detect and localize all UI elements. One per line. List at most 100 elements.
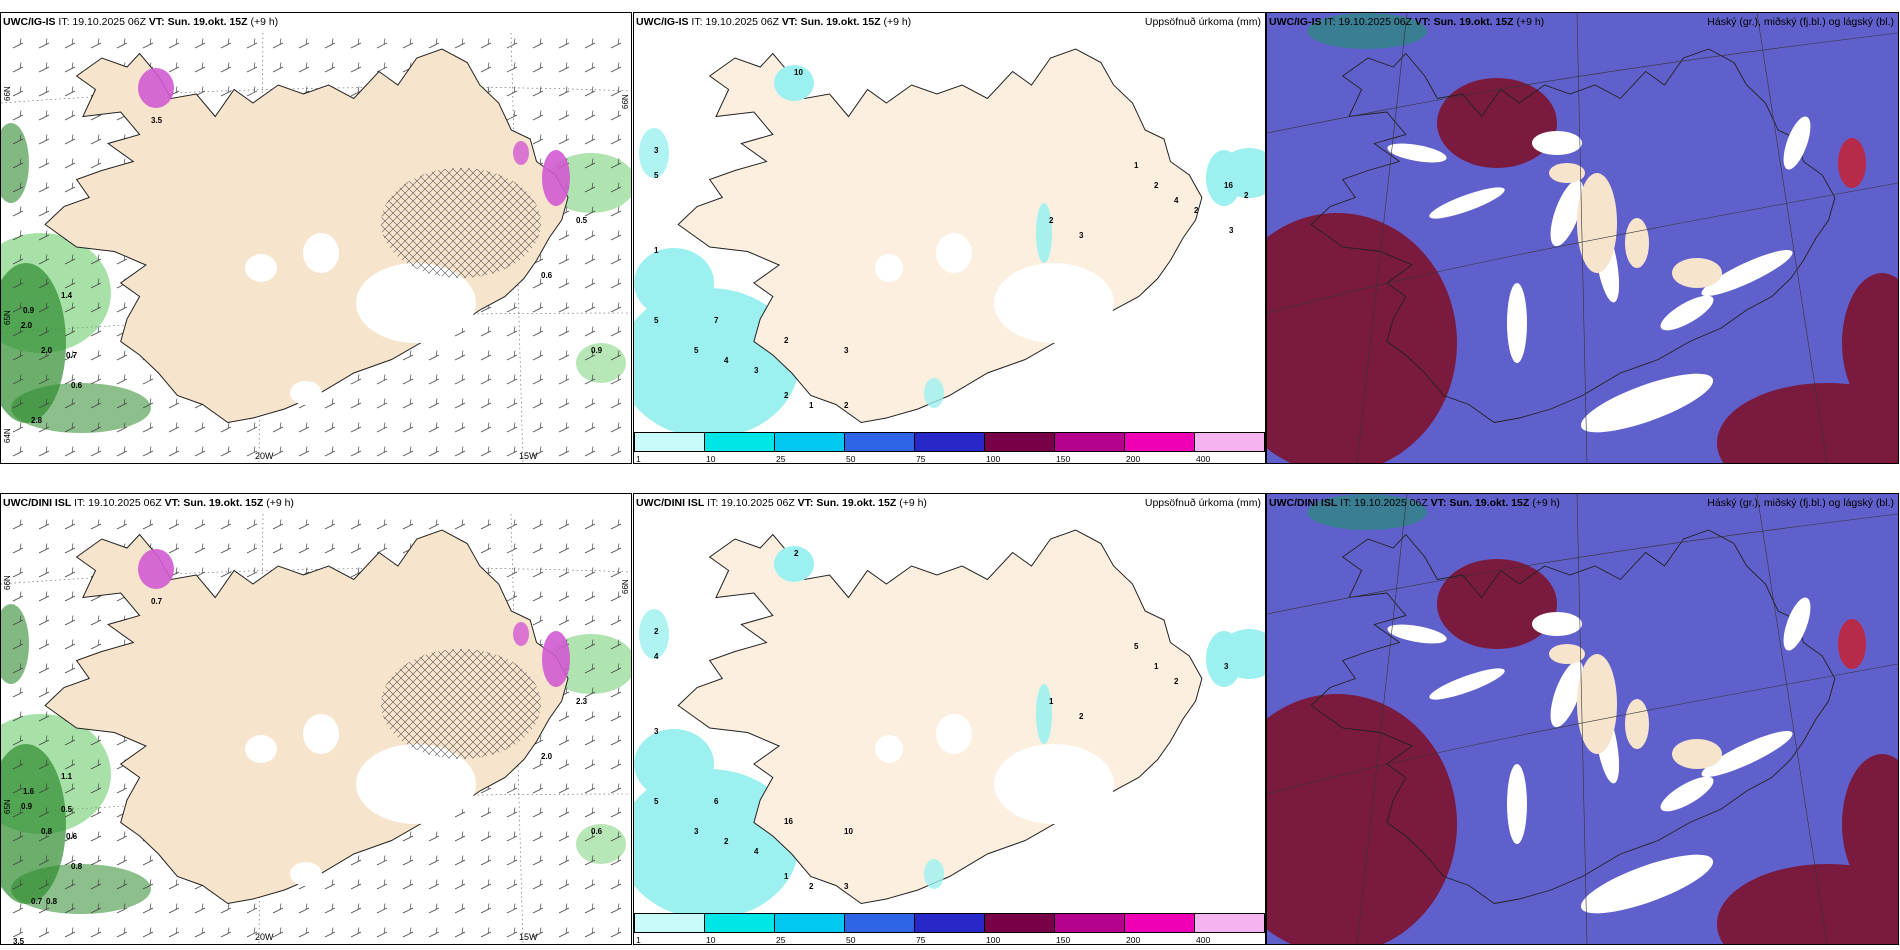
wind-barb [584,398,596,409]
wind-barb [558,615,570,626]
wind-barb [272,903,284,914]
grid-line [1267,32,1898,134]
wind-barb [324,519,336,530]
wind-barb [402,879,414,890]
wind-barb [402,350,414,361]
init-time: IT: 19.10.2025 06Z [707,497,795,509]
legend-tick-label: 150 [1056,454,1071,464]
wind-barb [454,519,466,530]
wind-barb [116,350,128,361]
precip-patch [924,378,944,408]
wind-barb [38,591,50,602]
wind-barb [558,374,570,385]
legend-swatch: 10 [705,914,775,944]
legend-swatch: 10 [705,433,775,463]
wind-barb [142,398,154,409]
legend-tick-label: 100 [986,935,1001,945]
wind-barb [610,663,622,674]
wind-barb [584,350,596,361]
wind-barb [64,831,76,842]
wind-barb [64,110,76,121]
value-label: 0.7 [31,897,43,906]
wind-barb [350,543,362,554]
wind-barb [532,903,544,914]
wind-barb [90,398,102,409]
wind-barb [220,38,232,49]
high-cloud-area [1838,138,1866,188]
wind-barb [142,855,154,866]
precip-layer: 351575432123210162312423219 [634,48,1265,440]
wind-barb [610,134,622,145]
value-label: 2 [724,837,729,846]
high-cloud-area [1307,494,1427,530]
wind-barb [116,302,128,313]
value-label: 4 [1174,196,1179,205]
wind-barb [64,38,76,49]
wind-barb [350,422,362,433]
wind-barb [64,446,76,457]
wind-barb [168,62,180,73]
clear-land-patch [1625,218,1649,268]
wind-barb [610,38,622,49]
wind-barb [116,422,128,433]
wind-barb [558,735,570,746]
model-name: UWC/IG-IS [636,16,689,28]
wind-barb [324,543,336,554]
wind-barb [376,543,388,554]
model-name: UWC/DINI ISL [636,497,705,509]
precip-legend: 1 10 25 50 75 100 150 200 400 [634,432,1265,463]
value-label: 2 [809,882,814,891]
wind-barb [64,759,76,770]
legend-swatch: 200 [1125,433,1195,463]
wind-barb [402,927,414,938]
wind-barb [38,62,50,73]
value-label: 0.5 [61,805,73,814]
wind-barb [584,855,596,866]
lat-label-66n-right: 66N [621,94,630,109]
wind-barb [12,879,24,890]
clear-land-patch [1625,699,1649,749]
wind-barb [12,591,24,602]
wind-barb [246,446,258,457]
value-label: 2.0 [21,321,33,330]
wind-barb [610,807,622,818]
value-label: 1.1 [61,772,73,781]
precip-patch [634,769,799,919]
wind-barb [246,86,258,97]
legend-swatch: 75 [915,914,985,944]
low-cloud-streak [1532,131,1582,155]
panel-cloud-top: UWC/IG-IS IT: 19.10.2025 06Z VT: Sun. 19… [1266,12,1899,464]
wind-barb [428,519,440,530]
legend-tick-label: 50 [846,454,856,464]
lead-time: (+9 h) [266,497,294,509]
wind-barb [38,783,50,794]
value-label: 2 [1049,216,1054,225]
wind-barb [116,398,128,409]
wind-barb [64,134,76,145]
wind-barb [558,62,570,73]
wind-barb [506,543,518,554]
wind-barb [584,639,596,650]
wind-barb [584,735,596,746]
wind-barb [64,519,76,530]
wind-barb [12,182,24,193]
value-label: 0.6 [541,271,553,280]
wind-barb [506,446,518,457]
lead-time: (+9 h) [883,16,912,28]
wind-barb [610,62,622,73]
value-label: 1 [784,872,789,881]
value-label: 3 [1229,226,1234,235]
wind-barb [584,230,596,241]
wind-barb [12,615,24,626]
wind-barb [246,519,258,530]
wind-barb [90,903,102,914]
wind-barb [428,927,440,938]
wind-barb [168,903,180,914]
wind-barb [12,326,24,337]
grid-line [1576,13,1588,463]
wind-barb [584,783,596,794]
low-cloud-streak [1532,612,1582,636]
wind-barb [90,783,102,794]
glacier-hofsjokull [936,714,972,754]
wind-barb [38,735,50,746]
